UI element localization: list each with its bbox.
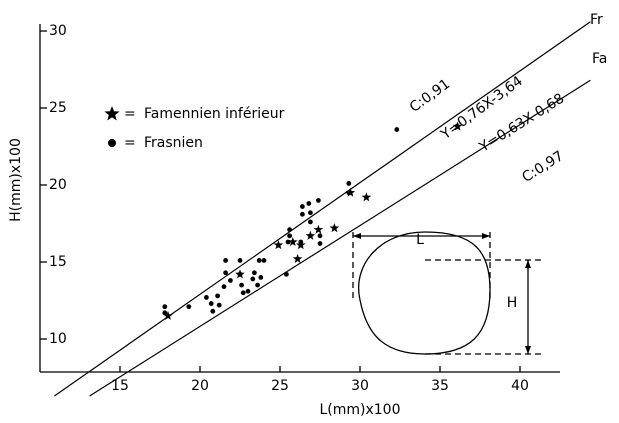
dot-point <box>209 301 214 306</box>
star-point <box>330 223 340 232</box>
dot-point <box>300 204 305 209</box>
star-point <box>314 225 324 234</box>
dot-point <box>223 270 228 275</box>
dot-point <box>238 258 243 263</box>
dot-point <box>308 220 313 225</box>
y-tick-label: 25 <box>49 100 67 116</box>
dot-point <box>287 233 292 238</box>
chart: L H 1015202530152025303540L(mm)x100H(mm)… <box>0 0 619 423</box>
annotation: C:0,97 <box>519 148 566 186</box>
dot-point <box>318 233 323 238</box>
dot-point <box>287 227 292 232</box>
x-tick-label: 25 <box>271 378 289 394</box>
dot-point <box>318 241 323 246</box>
dot-point <box>286 240 291 245</box>
dot-point <box>284 272 289 277</box>
x-tick-label: 40 <box>511 378 529 394</box>
x-axis-title: L(mm)x100 <box>319 402 400 418</box>
dot-point <box>252 270 257 275</box>
shell-outline <box>359 232 490 354</box>
dot-point <box>217 303 222 308</box>
dot-point <box>246 289 251 294</box>
dot-point <box>257 258 262 263</box>
dot-point <box>346 181 351 186</box>
dot-point <box>162 304 167 309</box>
dot-point <box>228 278 233 283</box>
legend-separator: = <box>124 135 136 151</box>
inset-diagram: L H <box>353 232 545 354</box>
dot-point <box>186 304 191 309</box>
y-tick-label: 10 <box>49 331 67 347</box>
dot-point <box>222 284 227 289</box>
star-point <box>293 254 303 263</box>
legend-marker <box>104 106 119 121</box>
dot-point <box>300 212 305 217</box>
line-label: Fa <box>592 51 607 67</box>
dot-point <box>298 240 303 245</box>
legend-label: Frasnien <box>144 135 203 151</box>
dot-point <box>238 272 243 277</box>
page: {"chart_data": { "type": "scatter", "x_l… <box>0 0 619 423</box>
star-point <box>362 192 372 201</box>
dot-point <box>241 290 246 295</box>
star-point <box>306 231 316 240</box>
dot-point <box>250 277 255 282</box>
y-tick-label: 30 <box>49 23 67 39</box>
dot-point <box>210 309 215 314</box>
x-tick-label: 35 <box>431 378 449 394</box>
dot-point <box>346 190 351 195</box>
annotation: C:0,91 <box>407 76 453 116</box>
y-tick-label: 15 <box>49 254 67 270</box>
dot-point <box>258 275 263 280</box>
legend-separator: = <box>124 106 136 122</box>
legend-marker <box>108 139 116 147</box>
y-tick-label: 20 <box>49 177 67 193</box>
legend-label: Famennien inférieur <box>144 106 285 122</box>
width-label: L <box>416 232 424 248</box>
dot-point <box>223 258 228 263</box>
dot-point <box>394 127 399 132</box>
dot-point <box>306 201 311 206</box>
dot-point <box>316 198 321 203</box>
dot-point <box>255 283 260 288</box>
height-label: H <box>507 295 518 311</box>
x-tick-label: 20 <box>191 378 209 394</box>
dot-point <box>262 258 267 263</box>
dot-point <box>308 210 313 215</box>
x-tick-label: 30 <box>351 378 369 394</box>
y-axis-title: H(mm)x100 <box>8 138 24 222</box>
dot-point <box>204 295 209 300</box>
dot-point <box>239 283 244 288</box>
arrowheads <box>353 233 531 354</box>
dot-point <box>162 310 167 315</box>
dot-point <box>215 293 220 298</box>
line-label: Fr <box>590 12 603 28</box>
